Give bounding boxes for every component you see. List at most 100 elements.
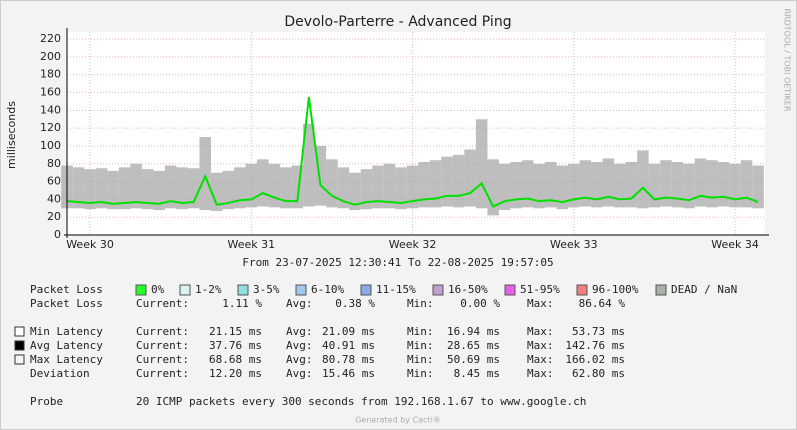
stat-label: Min Latency (30, 325, 103, 338)
stat-cell: 37.76 ms (209, 339, 262, 352)
loss-swatch (655, 284, 667, 296)
smoke-band (614, 163, 626, 208)
loss-label: 96-100% (592, 283, 639, 296)
probe-label: Probe (30, 395, 63, 408)
stat-cell: Avg: (286, 353, 313, 366)
smoke-band (141, 169, 154, 210)
stat-cell: Min: (407, 325, 434, 338)
smoke-band (568, 163, 580, 208)
stat-swatch (14, 326, 25, 337)
smoke-band (84, 169, 96, 210)
stat-cell: Min: (407, 367, 434, 380)
smoke-band (314, 145, 327, 206)
smoke-band (521, 160, 534, 208)
loss-swatch (237, 284, 249, 296)
smoke-band (602, 158, 615, 207)
smoke-band (579, 160, 592, 207)
smoke-band (648, 163, 661, 208)
x-tick-label: Week 34 (711, 238, 759, 251)
smoke-band (245, 163, 258, 208)
smoke-band (545, 161, 557, 208)
smoke-band (591, 161, 603, 208)
smoke-band (395, 167, 407, 210)
y-tick-label: 220 (40, 32, 61, 45)
smoke-band (130, 163, 142, 209)
smoke-band (475, 119, 488, 209)
y-tick-label: 40 (47, 192, 61, 205)
y-tick-label: 60 (47, 175, 61, 188)
stat-cell: 86.64 % (579, 297, 626, 310)
stat-cell: 28.65 ms (447, 339, 500, 352)
smoke-band (176, 167, 188, 210)
loss-label: 1-2% (195, 283, 222, 296)
stat-label: Avg Latency (30, 339, 103, 352)
smoke-band (498, 163, 511, 211)
stat-cell: 8.45 ms (454, 367, 500, 380)
smoke-band (164, 165, 177, 209)
stat-cell: Min: (407, 339, 434, 352)
stat-cell: 50.69 ms (447, 353, 500, 366)
smoke-band (717, 161, 730, 207)
stat-cell: Max: (527, 339, 554, 352)
stat-cell: 62.80 ms (572, 367, 625, 380)
stat-cell: 40.91 ms (322, 339, 375, 352)
y-tick-label: 100 (40, 139, 61, 152)
loss-swatch (135, 284, 147, 296)
stat-cell: 80.78 ms (322, 353, 375, 366)
smoke-band (222, 170, 235, 210)
stat-cell: 0.00 % (460, 297, 500, 310)
stat-cell: 1.11 % (222, 297, 262, 310)
smoke-band (257, 159, 269, 207)
x-tick-label: Week 30 (66, 238, 114, 251)
stat-cell: 166.02 ms (565, 353, 625, 366)
smoke-band (291, 165, 304, 209)
smoke-band (533, 163, 546, 209)
smoke-band (625, 161, 638, 208)
stat-cell: Avg: (286, 367, 313, 380)
period: From 23-07-2025 12:30:41 To 22-08-2025 1… (242, 256, 553, 269)
x-tick-label: Week 32 (389, 238, 437, 251)
y-tick-label: 200 (40, 50, 61, 63)
smoke-band (107, 170, 119, 210)
smoke-band (683, 163, 695, 209)
stat-swatch (14, 354, 25, 365)
smoke-band (383, 163, 396, 209)
smoke-band (740, 160, 753, 208)
smoke-band (199, 137, 211, 211)
loss-label: 3-5% (253, 283, 280, 296)
smoke-band (337, 167, 350, 209)
loss-label: DEAD / NaN (671, 283, 737, 296)
stat-label: Deviation (30, 367, 90, 380)
smoke-band (280, 167, 292, 209)
footer: Generated by Cacti® (355, 416, 441, 425)
chart-title: Devolo-Parterre - Advanced Ping (284, 14, 511, 30)
y-axis-label: milliseconds (5, 101, 18, 169)
smoke-band (752, 165, 764, 209)
smoke-band (187, 168, 200, 209)
stat-label: Max Latency (30, 353, 103, 366)
loss-label: 6-10% (311, 283, 344, 296)
smoke-band (429, 160, 442, 208)
smoke-band (372, 165, 384, 209)
smoke-band (72, 167, 85, 209)
stat-cell: Avg: (286, 325, 313, 338)
median-line (66, 96, 759, 208)
smoke-band (349, 172, 361, 211)
stat-cell: 53.73 ms (572, 325, 625, 338)
stat-cell: Max: (527, 367, 554, 380)
x-tick-label: Week 33 (550, 238, 598, 251)
stat-cell: 142.76 ms (565, 339, 625, 352)
loss-label: 16-50% (448, 283, 488, 296)
smoke-band (441, 156, 453, 207)
smoke-band (694, 158, 707, 207)
y-tick-label: 180 (40, 68, 61, 81)
smoke-band (118, 167, 131, 210)
stat-cell: Avg: (286, 339, 313, 352)
stat-cell: Current: (136, 325, 189, 338)
loss-swatch (295, 284, 307, 296)
smoke-band (452, 154, 465, 208)
y-tick-label: 120 (40, 121, 61, 134)
stat-cell: Avg: (286, 297, 313, 310)
loss-label: 51-95% (520, 283, 560, 296)
y-tick-label: 140 (40, 103, 61, 116)
